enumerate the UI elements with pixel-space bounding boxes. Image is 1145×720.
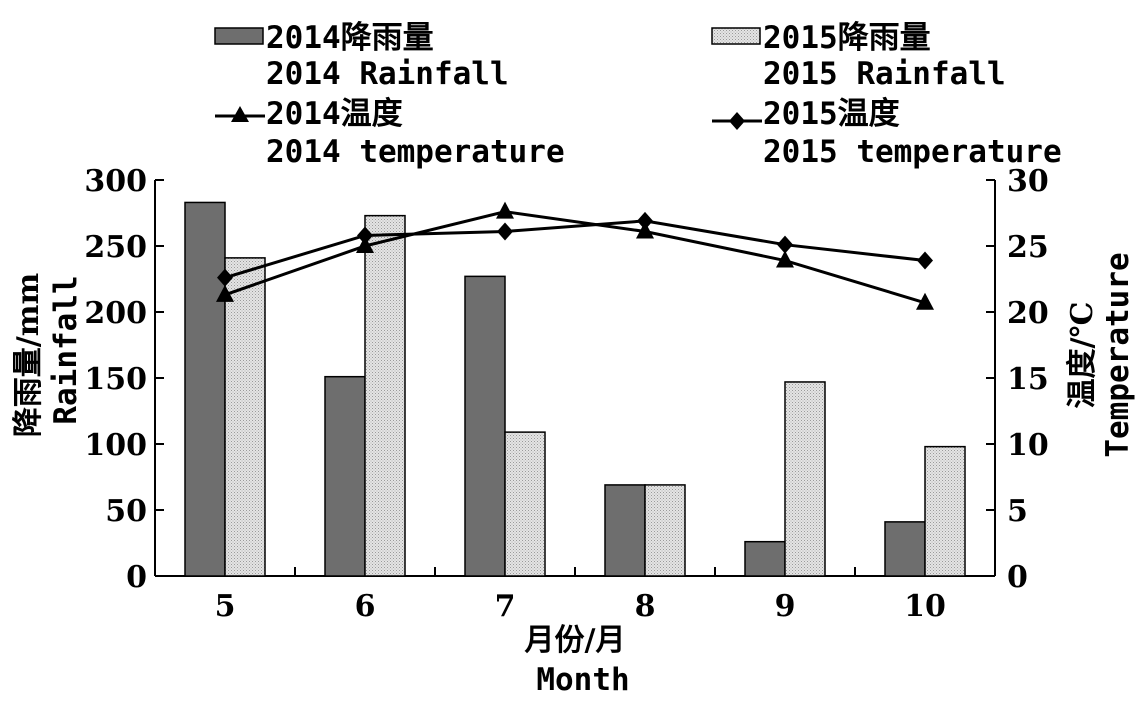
bar-2015-rainfall [644, 484, 686, 577]
bar-2015-rainfall [364, 214, 406, 577]
left-tick-label: 50 [105, 494, 147, 529]
point-2014-temperature [216, 284, 234, 302]
legend-label-2015-temperature-en: 2015 temperature [763, 134, 1062, 170]
bar-2014-rainfall [324, 375, 366, 577]
left-y-axis-title-cn: 降雨量/mm [11, 273, 46, 438]
bar-2015-rainfall [504, 431, 546, 577]
point-2015-temperature [777, 235, 793, 254]
point-2014-temperature [496, 201, 514, 219]
bar-2015-rainfall [924, 445, 966, 577]
x-tick-label: 5 [215, 589, 236, 624]
legend-label-2014-rainfall-en: 2014 Rainfall [266, 56, 509, 92]
legend-label-2014-rainfall-cn: 2014降雨量 [266, 20, 434, 56]
legend-swatch-2015-rainfall [711, 27, 761, 45]
right-tick-label: 0 [1007, 560, 1028, 595]
right-y-axis-title-cn: 温度/℃ [1065, 302, 1100, 409]
point-2014-temperature [356, 236, 374, 253]
legend-label-2015-temperature-cn: 2015温度 [763, 96, 900, 132]
right-tick-label: 25 [1007, 230, 1049, 265]
right-tick-label: 15 [1007, 362, 1049, 397]
temperature-lines [216, 201, 934, 310]
legend-label-2014-temperature-cn: 2014温度 [266, 96, 403, 132]
legend-marker-triangle-icon [231, 106, 249, 122]
legend: 2014降雨量 2014 Rainfall 2015降雨量 2015 Rainf… [214, 20, 1062, 170]
x-axis-title-en: Month [536, 662, 629, 698]
left-tick-label: 250 [84, 230, 147, 265]
bar-2015-rainfall [784, 381, 826, 577]
legend-label-2014-temperature-en: 2014 temperature [266, 134, 565, 170]
left-tick-label: 0 [126, 560, 147, 595]
right-y-axis-title-en: Temperature [1100, 252, 1136, 457]
bar-2015-rainfall [224, 257, 266, 577]
legend-label-2015-rainfall-cn: 2015降雨量 [763, 20, 931, 56]
left-y-axis-title-en: Rainfall [48, 275, 84, 424]
right-tick-label: 20 [1007, 296, 1049, 331]
legend-label-2015-rainfall-en: 2015 Rainfall [763, 56, 1006, 92]
right-tick-label: 10 [1007, 428, 1049, 463]
left-tick-label: 300 [84, 164, 147, 199]
bar-2014-rainfall [464, 275, 506, 577]
x-tick-label: 9 [775, 589, 796, 624]
line-2015-temperature [224, 219, 926, 280]
point-2014-temperature [916, 292, 934, 310]
legend-swatch-2014-rainfall [214, 27, 264, 45]
line-2014-temperature [224, 210, 926, 305]
left-tick-label: 100 [84, 428, 147, 463]
bar-2014-rainfall [744, 540, 786, 577]
left-y-ticks: 0 50 100 150 200 250 300 [84, 164, 164, 595]
right-tick-label: 30 [1007, 164, 1049, 199]
right-tick-label: 5 [1007, 494, 1028, 529]
x-tick-label: 6 [355, 589, 376, 624]
point-2015-temperature [637, 211, 653, 230]
bars [184, 201, 966, 577]
point-2015-temperature [357, 226, 373, 245]
legend-marker-diamond-icon [729, 112, 745, 130]
point-2015-temperature [917, 251, 933, 270]
point-2014-temperature [776, 250, 794, 268]
bar-2014-rainfall [884, 521, 926, 577]
bar-2014-rainfall [604, 484, 646, 577]
bar-2014-rainfall [184, 201, 226, 577]
point-2015-temperature [217, 268, 233, 287]
x-tick-label: 7 [495, 589, 516, 624]
point-2015-temperature [497, 222, 513, 241]
right-y-ticks: 0 5 10 15 20 25 30 [986, 164, 1049, 595]
x-ticks: 5 6 7 8 9 10 [215, 567, 946, 624]
left-tick-label: 200 [84, 296, 147, 331]
point-2014-temperature [636, 221, 654, 239]
x-tick-label: 10 [904, 589, 946, 624]
left-tick-label: 150 [84, 362, 147, 397]
x-axis-title-cn: 月份/月 [525, 623, 626, 658]
x-tick-label: 8 [635, 589, 656, 624]
